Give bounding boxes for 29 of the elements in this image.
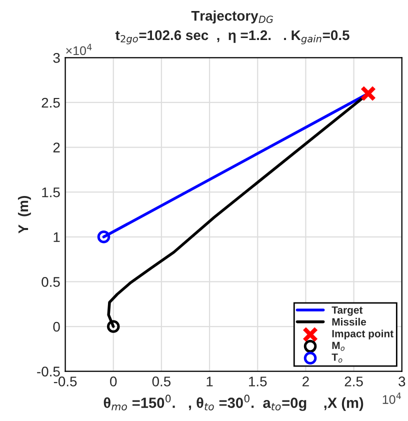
text: θ$_{mo}$ =150$^{0}$. , θ$_{to}$ =30$^{0}$. a$_{to}$=0g ,X (m): [104, 394, 364, 411]
y-tick-label: 0: [53, 322, 60, 332]
legend-label: T$_{o}$: [332, 354, 342, 363]
legend-label: M$_{o}$: [332, 342, 345, 351]
y-tick-label: 1.5: [42, 188, 60, 198]
x-tick-label: 0.5: [152, 376, 171, 386]
x-tick-label: 1: [206, 376, 213, 386]
chart-subtitle: t$_{2go}$=102.6 sec , η =1.2. . K$_{gain}$=0.5: [115, 30, 350, 44]
text: ×10$^{4}$: [66, 44, 92, 56]
y-axis-title: Y (m): [18, 196, 31, 234]
text: 10$^{4}$: [382, 392, 401, 404]
x-tick-label: 3: [398, 376, 406, 386]
y-tick-label: 2.5: [42, 98, 60, 108]
point: [106, 320, 120, 333]
y-tick-label: 0.5: [42, 277, 60, 287]
x-tick-label: 1.5: [249, 376, 267, 386]
legend-label: Impact point: [332, 330, 394, 340]
point: [360, 86, 376, 102]
y-tick-label: -0.5: [37, 366, 60, 376]
x-tick-label: 2: [302, 376, 309, 386]
chart-title: Trajectory$_{DG}$: [191, 10, 273, 24]
x-tick-label: 0: [110, 376, 117, 386]
y-tick-label: 2: [53, 142, 60, 152]
x-tick-label: 2.5: [344, 376, 363, 386]
y-tick-label: 3: [53, 53, 60, 63]
legend-label: Missile: [332, 318, 366, 326]
point: [97, 230, 110, 244]
legend-label: Target: [332, 306, 363, 316]
y-tick-label: 1: [54, 232, 60, 242]
